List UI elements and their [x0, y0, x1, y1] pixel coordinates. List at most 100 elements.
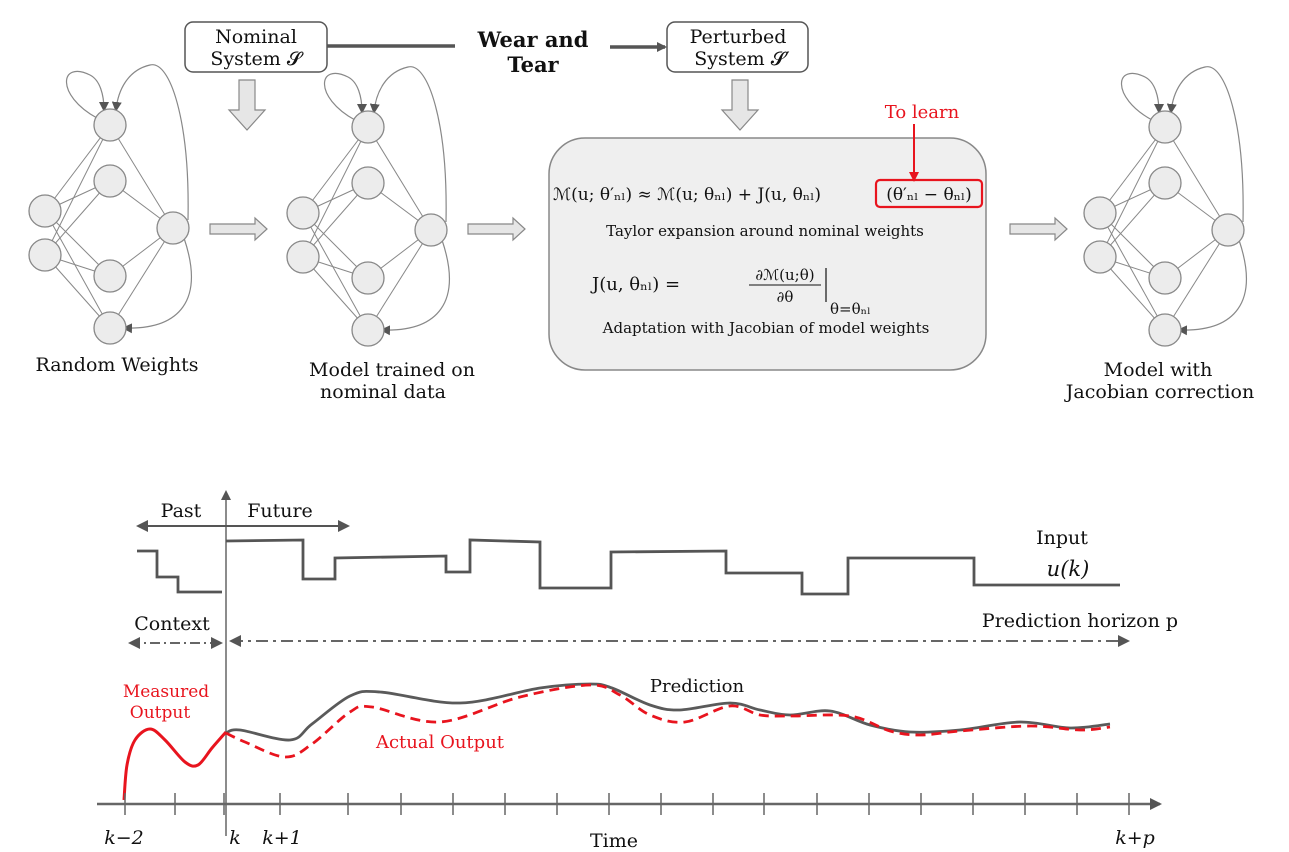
- jacobian-evaluation: θ=θₙₗ: [830, 300, 871, 318]
- neural-network: [1083, 66, 1247, 347]
- network-label: Model trained on: [309, 359, 475, 381]
- prediction-horizon-label: Prediction horizon p: [982, 610, 1178, 632]
- connection: [1164, 126, 1229, 231]
- measured-output-curve: [122, 727, 228, 801]
- nominal-label: Nominal: [215, 26, 297, 48]
- neuron: [1148, 313, 1182, 347]
- prediction-label: Prediction: [650, 676, 745, 697]
- neuron: [414, 213, 448, 247]
- recurrent-edge: [369, 66, 447, 223]
- neuron: [28, 238, 62, 272]
- connection: [1164, 229, 1229, 331]
- context-label: Context: [134, 613, 210, 635]
- highlight-box: [874, 178, 984, 209]
- connection: [302, 126, 369, 258]
- network-label: Model with: [1104, 359, 1213, 381]
- connection: [302, 212, 369, 331]
- neuron: [156, 211, 190, 245]
- connection: [109, 227, 174, 329]
- neuron: [1148, 166, 1182, 200]
- taylor-formula: ℳ(u; θ′ₙₗ) ≈ ℳ(u; θₙₗ) + J(u, θₙₗ): [553, 185, 821, 205]
- neural-network: [286, 66, 450, 347]
- connection: [44, 210, 111, 329]
- measured-label: Measured: [123, 682, 209, 702]
- recurrent-edge: [1166, 66, 1244, 223]
- jacobian-numerator: ∂ℳ(u;θ): [755, 266, 814, 284]
- block-arrows: [209, 79, 1068, 242]
- recurrent-edge: [1177, 239, 1247, 336]
- recurrent-edge: [122, 237, 192, 334]
- down-arrow-icon: [227, 79, 267, 131]
- adaptation-caption: Adaptation with Jacobian of model weight…: [602, 319, 930, 337]
- network-label: Jacobian correction: [1064, 381, 1254, 403]
- neuron: [1148, 261, 1182, 295]
- nominal-system-box: Nominal System 𝓢: [184, 21, 328, 73]
- networks: [28, 64, 1247, 347]
- past-label: Past: [161, 500, 202, 522]
- connection: [367, 229, 432, 331]
- self-loop: [324, 72, 367, 121]
- future-label: Future: [247, 500, 313, 522]
- tick-label: k−2: [104, 827, 144, 849]
- neuron: [1211, 213, 1245, 247]
- neuron: [286, 240, 320, 274]
- nominal-label: System 𝓢: [210, 48, 303, 70]
- wear-label: Wear and: [477, 27, 589, 52]
- neuron: [351, 166, 385, 200]
- input-label: Input: [1036, 527, 1088, 549]
- delta-weights: (θ′ₙₗ − θₙₗ): [886, 185, 972, 205]
- connection: [44, 124, 111, 256]
- connection: [1099, 212, 1166, 331]
- neuron: [1083, 240, 1117, 274]
- network-label: Random Weights: [35, 354, 198, 376]
- right-arrow-icon: [1009, 216, 1068, 242]
- tick-label: k: [229, 827, 241, 849]
- connection: [302, 126, 369, 214]
- network-label: nominal data: [320, 381, 446, 403]
- to-learn-label: To learn: [885, 102, 960, 123]
- tick-label: k+p: [1115, 827, 1155, 849]
- self-loop: [1121, 72, 1164, 121]
- right-arrow-icon: [209, 216, 268, 242]
- connection: [1099, 126, 1166, 214]
- actual-output-label: Actual Output: [375, 732, 505, 753]
- jacobian-box: To learn ℳ(u; θ′ₙₗ) ≈ ℳ(u; θₙₗ) + J(u, θ…: [548, 102, 987, 371]
- input-symbol: u(k): [1047, 557, 1090, 581]
- prediction-curve: [225, 682, 1111, 742]
- perturbed-label: Perturbed: [690, 26, 787, 48]
- jacobian-formula: J(u, θₙₗ) =: [590, 274, 680, 295]
- neuron: [93, 164, 127, 198]
- wear-label: Tear: [507, 52, 559, 77]
- time-ticks: [124, 793, 1130, 815]
- actual-output-curve: [225, 683, 1111, 759]
- connection: [44, 124, 111, 212]
- measured-label: Output: [130, 703, 191, 723]
- self-loop: [66, 70, 109, 119]
- perturbed-label: System 𝓢′: [694, 48, 789, 70]
- neuron: [351, 313, 385, 347]
- neuron: [351, 261, 385, 295]
- neuron: [28, 194, 62, 228]
- neuron: [351, 110, 385, 144]
- connection: [1099, 126, 1166, 258]
- neuron: [286, 196, 320, 230]
- perturbed-system-box: Perturbed System 𝓢′: [666, 21, 809, 73]
- right-arrow-icon: [467, 216, 526, 242]
- neuron: [93, 311, 127, 345]
- neuron: [1083, 196, 1117, 230]
- prediction-timeline: [97, 490, 1162, 836]
- tick-label: k+1: [262, 827, 302, 849]
- down-arrow-icon: [720, 79, 760, 131]
- neural-network: [28, 64, 192, 345]
- connection: [109, 124, 174, 229]
- neuron: [1148, 110, 1182, 144]
- recurrent-edge: [111, 64, 189, 221]
- recurrent-edge: [380, 239, 450, 336]
- time-label: Time: [590, 830, 638, 852]
- connection: [367, 126, 432, 231]
- neuron: [93, 259, 127, 293]
- taylor-caption: Taylor expansion around nominal weights: [606, 222, 924, 240]
- input-signal: [137, 538, 1120, 596]
- jacobian-denominator: ∂θ: [777, 288, 794, 306]
